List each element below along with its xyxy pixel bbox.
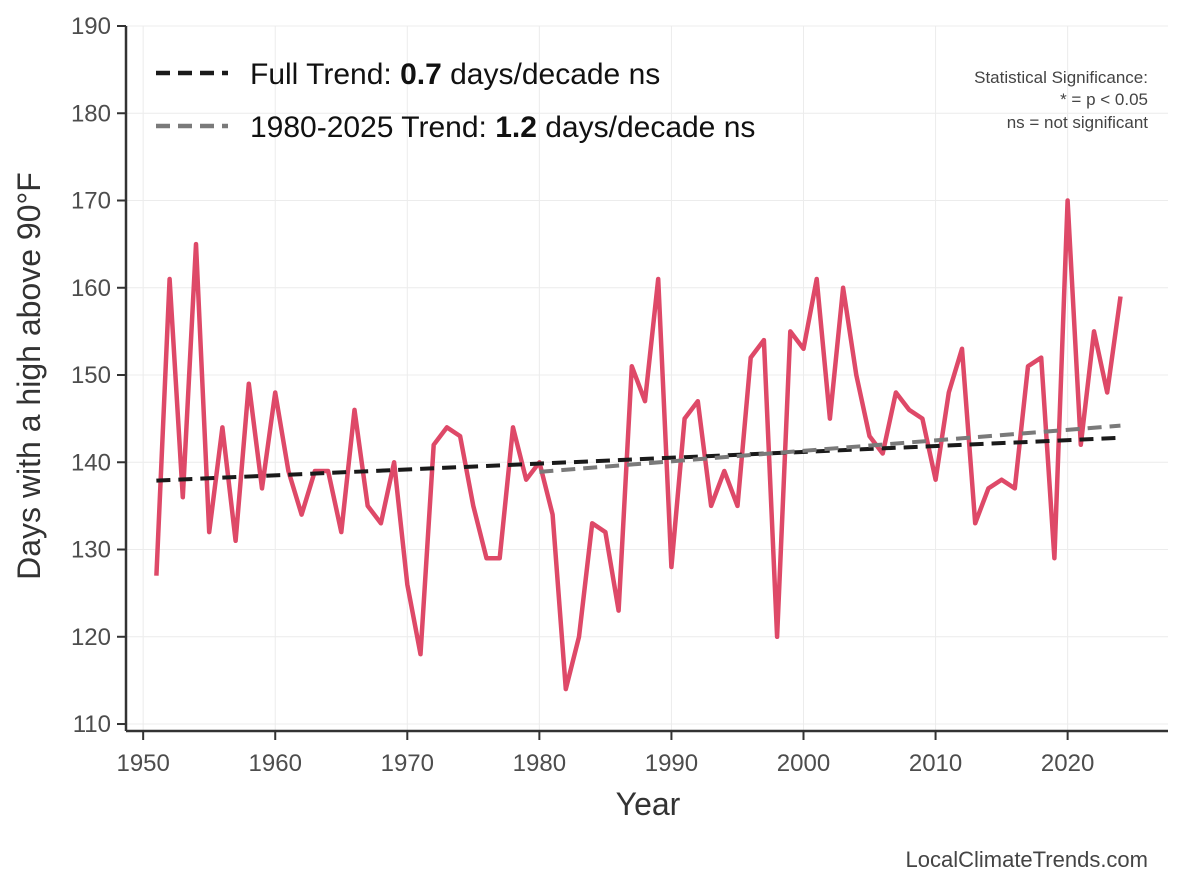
credit-text: LocalClimateTrends.com: [906, 847, 1149, 872]
legend-label-suffix: days/decade ns: [442, 58, 660, 91]
x-tick-label: 2010: [909, 750, 962, 777]
legend-label-value: 0.7: [400, 58, 442, 91]
legend-label-prefix: 1980-2025 Trend:: [250, 111, 495, 144]
significance-ns: ns = not significant: [1007, 113, 1149, 132]
x-axis-title: Year: [616, 786, 681, 822]
x-tick-label: 1950: [116, 750, 169, 777]
grid-lines: [126, 25, 1168, 731]
legend-label: Full Trend: 0.7 days/decade ns: [250, 58, 660, 91]
legend-label: 1980-2025 Trend: 1.2 days/decade ns: [250, 111, 755, 144]
significance-note: Statistical Significance: * = p < 0.05 n…: [974, 68, 1148, 132]
y-tick-label: 190: [71, 13, 111, 40]
full-trend-line: [156, 435, 1121, 483]
y-tick-label: 140: [71, 449, 111, 476]
y-tick-label: 170: [71, 188, 111, 215]
data-series: [154, 198, 1123, 692]
axes: [124, 26, 1168, 733]
x-tick-label: 1990: [645, 750, 698, 777]
x-tick-label: 1980: [513, 750, 566, 777]
legend-label-suffix: days/decade ns: [537, 111, 755, 144]
x-tick-label: 2020: [1041, 750, 1094, 777]
y-axis-title: Days with a high above 90°F: [11, 172, 47, 580]
legend: Full Trend: 0.7 days/decade ns1980-2025 …: [156, 58, 755, 144]
legend-label-value: 1.2: [495, 111, 537, 144]
x-tick-label: 2000: [777, 750, 830, 777]
legend-label-prefix: Full Trend:: [250, 58, 400, 91]
y-tick-label: 110: [73, 711, 111, 738]
significance-star: * = p < 0.05: [1060, 90, 1148, 109]
y-tick-label: 150: [71, 362, 111, 389]
ticks: 110 120 130 140 150 160 170 180 190 1950 1960 1970 1…: [71, 13, 1094, 777]
y-tick-label: 160: [71, 275, 111, 302]
x-tick-label: 1970: [381, 750, 434, 777]
series-line: [154, 198, 1123, 692]
trend-lines: [156, 423, 1121, 483]
y-tick-label: 120: [71, 624, 111, 651]
y-tick-label: 130: [71, 537, 111, 564]
recent-trend-line: [539, 423, 1121, 474]
x-tick-label: 1960: [249, 750, 302, 777]
significance-title: Statistical Significance:: [974, 68, 1148, 87]
y-tick-label: 180: [71, 100, 111, 127]
